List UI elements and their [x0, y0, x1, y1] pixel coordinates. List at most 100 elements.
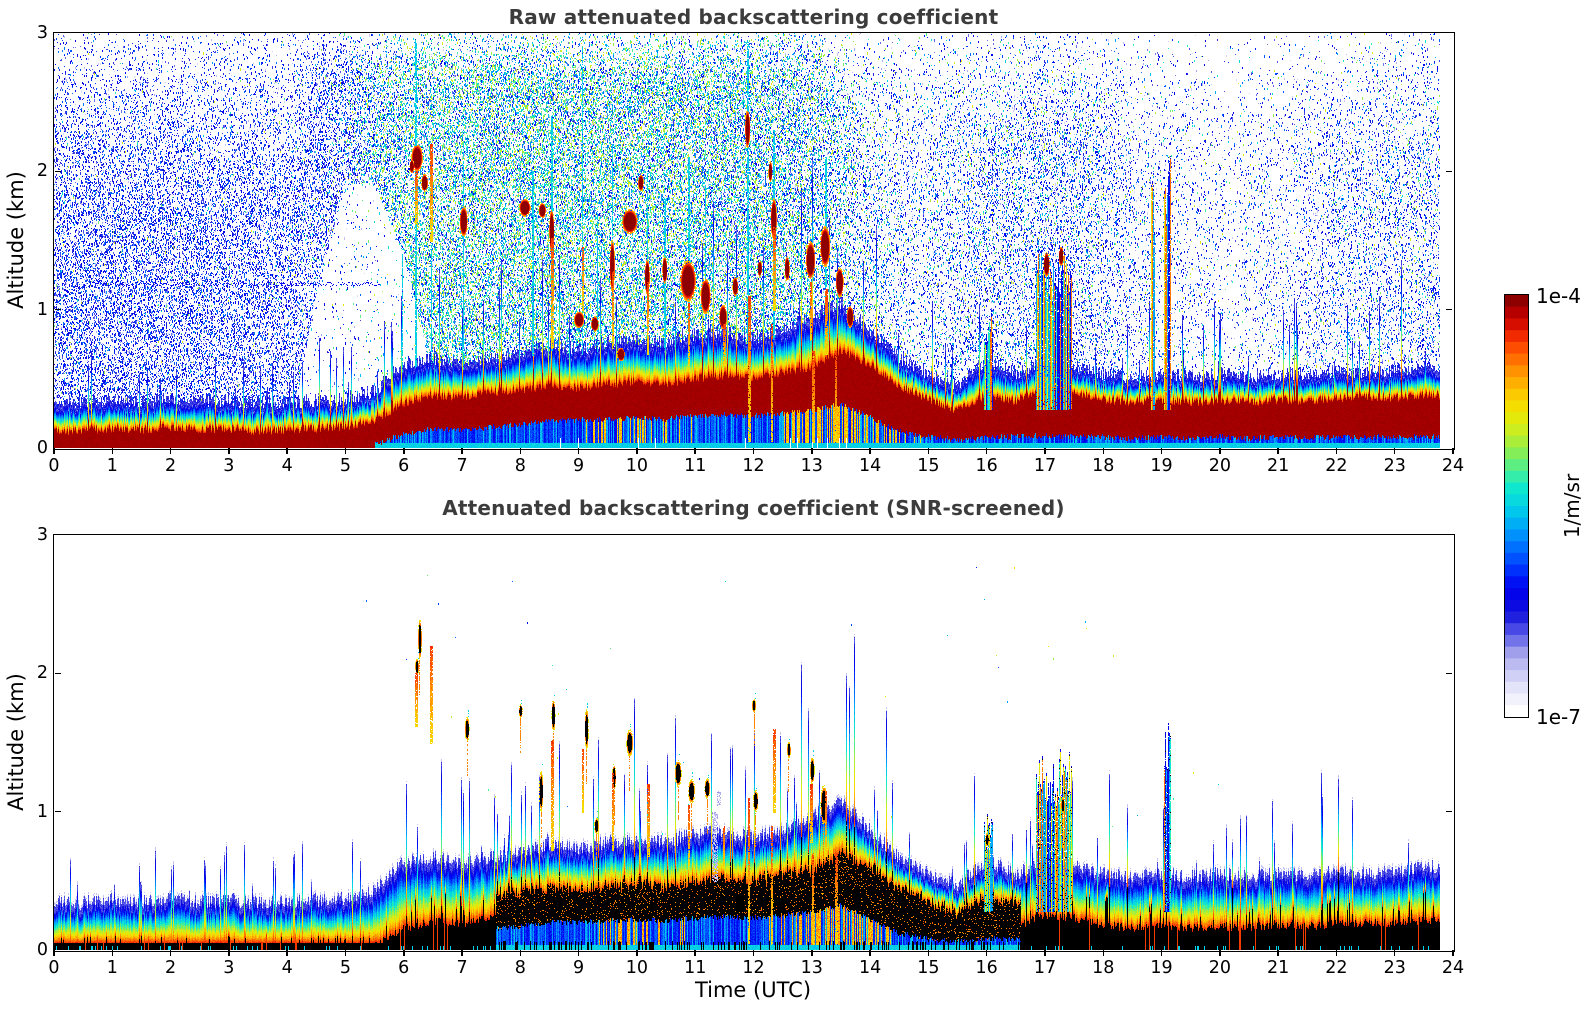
x-tick [1277, 448, 1279, 454]
screened-y-axis-label: Altitude (km) [4, 673, 28, 811]
x-tick-label: 17 [1033, 456, 1057, 476]
x-tick-label: 23 [1383, 958, 1406, 978]
x-axis-label: Time (UTC) [694, 978, 812, 1002]
x-tick-label: 11 [684, 958, 707, 978]
x-tick [1452, 448, 1454, 454]
x-tick-label: 4 [281, 456, 293, 476]
x-tick [1393, 448, 1396, 454]
x-tick [169, 950, 172, 956]
x-tick [53, 448, 55, 454]
x-tick [169, 448, 172, 454]
x-tick [577, 448, 580, 454]
x-tick-label: 15 [917, 456, 940, 476]
x-tick-label: 0 [48, 456, 60, 476]
x-tick [869, 950, 871, 956]
x-tick [1335, 950, 1338, 956]
x-tick-label: 3 [223, 958, 235, 978]
y-tick-label: 0 [36, 940, 48, 960]
x-tick-label: 10 [625, 456, 649, 476]
x-tick-label: 22 [1325, 958, 1348, 978]
x-tick-label: 24 [1441, 958, 1465, 978]
y-tick-label: 0 [36, 438, 48, 458]
raw-heatmap-canvas [54, 33, 1453, 448]
x-tick [927, 448, 930, 454]
colorbar-units-label: 1/m/sr [1560, 473, 1584, 539]
x-tick [461, 950, 463, 956]
y-tick-label: 1 [36, 801, 48, 822]
x-tick-label: 6 [398, 958, 410, 978]
x-tick-label: 1 [106, 456, 118, 476]
x-tick-label: 4 [281, 958, 293, 978]
x-tick [111, 950, 114, 956]
x-tick [1219, 950, 1221, 956]
x-tick [1452, 950, 1454, 956]
x-tick [344, 448, 347, 454]
x-tick-label: 16 [975, 456, 998, 476]
x-tick [752, 448, 755, 454]
screened-heatmap-canvas [54, 535, 1453, 950]
x-tick [111, 448, 114, 454]
x-tick [286, 448, 288, 454]
x-tick-label: 20 [1208, 456, 1231, 476]
raw-panel-title: Raw attenuated backscattering coefficien… [508, 5, 999, 29]
x-tick [1335, 448, 1338, 454]
y-tick [1446, 308, 1452, 311]
x-tick [53, 950, 55, 956]
x-tick-label: 9 [573, 456, 585, 476]
x-tick [694, 448, 696, 454]
y-tick-label: 2 [36, 663, 48, 684]
x-tick-label: 7 [456, 456, 468, 476]
x-tick [636, 950, 638, 956]
x-tick-label: 8 [514, 958, 526, 978]
x-tick-label: 7 [456, 958, 468, 978]
x-tick [286, 950, 288, 956]
x-tick-label: 9 [573, 958, 585, 978]
x-tick-label: 13 [800, 456, 823, 476]
x-tick [519, 950, 522, 956]
x-tick-label: 18 [1092, 456, 1115, 476]
x-tick [1277, 950, 1279, 956]
x-tick-label: 10 [625, 958, 649, 978]
x-tick-label: 17 [1033, 958, 1057, 978]
x-tick [811, 950, 813, 956]
y-tick-label: 3 [36, 23, 48, 43]
colorbar-max-label: 1e-4 [1536, 284, 1581, 308]
x-tick-label: 15 [917, 958, 940, 978]
x-tick-label: 5 [339, 456, 352, 476]
x-tick-label: 13 [800, 958, 823, 978]
x-tick [403, 950, 405, 956]
x-tick-label: 14 [858, 456, 882, 476]
x-tick-label: 18 [1092, 958, 1115, 978]
y-tick [1446, 672, 1452, 675]
x-tick [811, 448, 813, 454]
x-tick [1102, 950, 1104, 956]
x-tick [752, 950, 755, 956]
x-tick [1393, 950, 1396, 956]
x-tick [1102, 448, 1104, 454]
x-tick-label: 22 [1325, 456, 1348, 476]
x-tick-label: 12 [742, 958, 765, 978]
x-tick [519, 448, 522, 454]
x-tick-label: 19 [1150, 456, 1173, 476]
y-tick [55, 810, 61, 813]
x-tick-label: 1 [106, 958, 118, 978]
x-tick-label: 6 [398, 456, 410, 476]
x-tick-label: 20 [1208, 958, 1231, 978]
x-tick-label: 3 [223, 456, 235, 476]
x-tick-label: 23 [1383, 456, 1406, 476]
screened-panel-title: Attenuated backscattering coefficient (S… [442, 496, 1065, 520]
x-tick-label: 24 [1441, 456, 1465, 476]
x-tick [1160, 448, 1163, 454]
x-tick [1044, 448, 1046, 454]
x-tick-label: 2 [165, 456, 177, 476]
x-tick [403, 448, 405, 454]
x-tick [985, 448, 988, 454]
y-tick-label: 1 [36, 299, 48, 320]
y-tick [55, 672, 61, 675]
x-tick [228, 950, 230, 956]
x-tick-label: 12 [742, 456, 765, 476]
y-tick-label: 3 [36, 525, 48, 545]
y-tick [55, 308, 61, 311]
y-tick [1446, 170, 1452, 173]
